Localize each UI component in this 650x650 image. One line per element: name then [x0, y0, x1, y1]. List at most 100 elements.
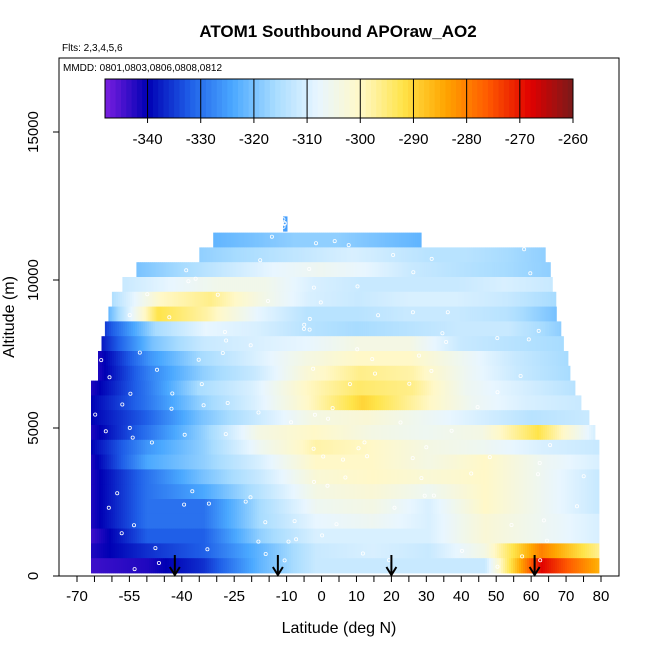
heatmap-cell	[360, 262, 363, 278]
heatmap-cell	[132, 365, 135, 381]
heatmap-cell	[103, 528, 106, 544]
heatmap-cell	[95, 380, 98, 396]
heatmap-cell	[153, 291, 157, 307]
heatmap-cell	[503, 291, 507, 307]
heatmap-cell	[237, 484, 240, 500]
heatmap-cell	[443, 380, 446, 396]
heatmap-cell	[303, 410, 306, 426]
heatmap-cell	[537, 380, 540, 396]
heatmap-cell	[283, 232, 286, 248]
heatmap-cell	[440, 365, 443, 381]
heatmap-cell	[493, 513, 496, 529]
heatmap-cell	[341, 543, 344, 559]
heatmap-cell	[333, 469, 336, 485]
heatmap-cell	[272, 262, 275, 278]
heatmap-cell	[317, 469, 320, 485]
heatmap-cell	[508, 365, 511, 381]
heatmap-cell	[289, 499, 292, 515]
heatmap-cell	[435, 454, 438, 470]
heatmap-cell	[105, 395, 108, 411]
heatmap-cell	[543, 484, 546, 500]
heatmap-cell	[481, 513, 484, 529]
heatmap-cell	[525, 380, 528, 396]
heatmap-cell	[437, 439, 440, 455]
heatmap-cell	[511, 336, 514, 352]
heatmap-cell	[187, 439, 190, 455]
heatmap-cell	[331, 336, 334, 352]
heatmap-cell	[153, 528, 156, 544]
heatmap-cell	[179, 484, 182, 500]
heatmap-cell	[169, 380, 172, 396]
heatmap-cell	[216, 306, 219, 322]
heatmap-cell	[391, 380, 394, 396]
heatmap-cell	[371, 336, 374, 352]
heatmap-cell	[177, 410, 180, 426]
heatmap-cell	[91, 499, 94, 515]
heatmap-cell	[335, 499, 338, 515]
heatmap-cell	[383, 484, 386, 500]
heatmap-cell	[497, 513, 500, 529]
heatmap-cell	[254, 321, 258, 337]
heatmap-cell	[95, 410, 98, 426]
heatmap-cell	[449, 469, 452, 485]
heatmap-cell	[573, 469, 576, 485]
heatmap-cell	[565, 528, 568, 544]
heatmap-cell	[206, 365, 209, 381]
heatmap-cell	[327, 410, 330, 426]
heatmap-cell	[405, 232, 408, 248]
heatmap-cell	[235, 291, 239, 307]
heatmap-cell	[282, 351, 285, 367]
heatmap-cell	[151, 513, 154, 529]
heatmap-cell	[186, 321, 190, 337]
heatmap-cell	[193, 454, 196, 470]
heatmap-cell	[507, 454, 510, 470]
heatmap-cell	[303, 543, 306, 559]
heatmap-cell	[408, 262, 411, 278]
heatmap-cell	[177, 543, 180, 559]
heatmap-cell	[237, 291, 241, 307]
heatmap-cell	[387, 291, 391, 307]
heatmap-cell	[266, 351, 269, 367]
heatmap-cell	[223, 291, 227, 307]
heatmap-cell	[198, 306, 201, 322]
heatmap-cell	[349, 291, 353, 307]
heatmap-cell	[554, 321, 558, 337]
heatmap-cell	[422, 351, 425, 367]
heatmap-cell	[409, 336, 412, 352]
heatmap-cell	[557, 528, 560, 544]
heatmap-cell	[239, 513, 242, 529]
heatmap-cell	[291, 247, 294, 263]
heatmap-cell	[420, 351, 423, 367]
heatmap-cell	[433, 425, 436, 441]
heatmap-cell	[550, 351, 553, 367]
heatmap-cell	[107, 425, 110, 441]
heatmap-cell	[356, 321, 360, 337]
heatmap-cell	[164, 262, 167, 278]
heatmap-cell	[195, 410, 198, 426]
heatmap-cell	[215, 439, 218, 455]
heatmap-cell	[579, 454, 582, 470]
heatmap-cell	[151, 469, 154, 485]
heatmap-cell	[181, 425, 184, 441]
heatmap-cell	[224, 321, 228, 337]
heatmap-cell	[182, 321, 186, 337]
heatmap-cell	[158, 262, 161, 278]
heatmap-cell	[529, 395, 532, 411]
heatmap-cell	[109, 380, 112, 396]
heatmap-cell	[219, 528, 222, 544]
heatmap-cell	[549, 528, 552, 544]
heatmap-cell	[207, 439, 210, 455]
heatmap-cell	[227, 454, 230, 470]
heatmap-cell	[257, 380, 260, 396]
heatmap-cell	[99, 454, 102, 470]
heatmap-cell	[401, 336, 404, 352]
heatmap-cell	[123, 543, 126, 559]
heatmap-cell	[271, 291, 275, 307]
heatmap-cell	[226, 277, 229, 293]
heatmap-cell	[229, 439, 232, 455]
heatmap-cell	[195, 395, 198, 411]
heatmap-cell	[292, 351, 295, 367]
heatmap-cell	[168, 277, 171, 293]
heatmap-cell	[549, 439, 552, 455]
heatmap-cell	[347, 528, 350, 544]
